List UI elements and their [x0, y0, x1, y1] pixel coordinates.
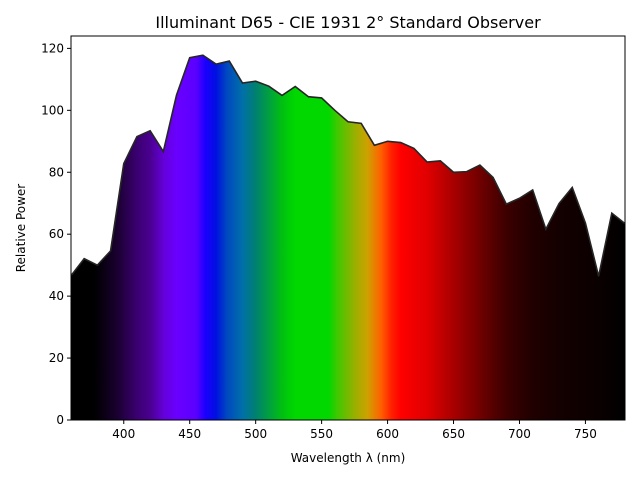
- x-tick-label: 400: [112, 427, 135, 441]
- x-tick-label: 500: [244, 427, 267, 441]
- series-line-d65: [70, 54, 626, 277]
- x-tick-label: 450: [178, 427, 201, 441]
- x-tick-label: 650: [442, 427, 465, 441]
- chart-title: Illuminant D65 - CIE 1931 2° Standard Ob…: [155, 13, 541, 32]
- x-axis-label: Wavelength λ (nm): [291, 451, 406, 465]
- y-tick-label: 80: [49, 165, 64, 179]
- y-tick-label: 20: [49, 351, 64, 365]
- spectrum-fill: [71, 55, 625, 420]
- x-tick-label: 600: [376, 427, 399, 441]
- x-tick-label: 700: [508, 427, 531, 441]
- y-tick-label: 0: [56, 413, 64, 427]
- x-tick-label: 550: [310, 427, 333, 441]
- y-tick-label: 60: [49, 227, 64, 241]
- y-axis: 0 20 40 60 80 100 120: [41, 41, 71, 427]
- y-tick-label: 40: [49, 289, 64, 303]
- y-tick-label: 120: [41, 41, 64, 55]
- plot-area: [70, 35, 626, 421]
- x-axis: 400 450 500 550 600 650 700 750: [112, 420, 597, 441]
- y-axis-label: Relative Power: [14, 184, 28, 273]
- plot-frame: [70, 35, 626, 421]
- x-tick-label: 750: [574, 427, 597, 441]
- y-tick-label: 100: [41, 103, 64, 117]
